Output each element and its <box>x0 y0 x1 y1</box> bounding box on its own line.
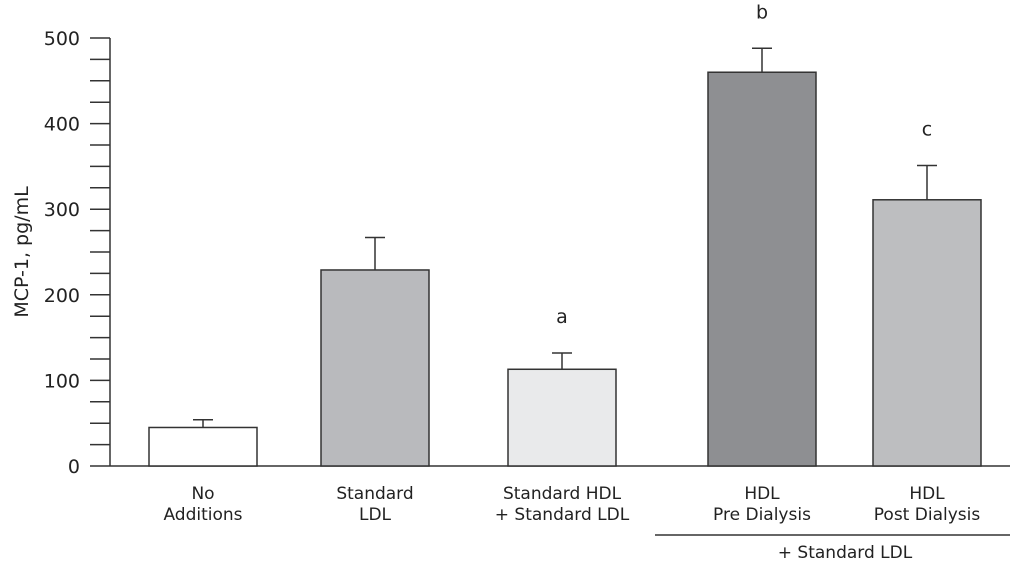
significance-label: a <box>556 306 568 328</box>
bar <box>148 426 258 467</box>
x-tick-label: Standard <box>336 484 413 504</box>
bars <box>148 47 982 467</box>
bar <box>872 199 982 467</box>
y-tick-label: 300 <box>44 199 80 221</box>
x-tick-label: LDL <box>359 505 392 525</box>
bar <box>320 269 430 467</box>
x-tick-label: Standard HDL <box>503 484 622 504</box>
x-tick-label: No <box>191 484 214 504</box>
significance-label: c <box>922 119 932 141</box>
x-tick-label: Additions <box>163 505 242 525</box>
significance-label: b <box>756 1 768 23</box>
group-label: + Standard LDL <box>778 543 913 563</box>
y-tick-label: 0 <box>68 456 80 478</box>
y-tick-label: 400 <box>44 114 80 136</box>
x-tick-label: + Standard LDL <box>495 505 630 525</box>
y-tick-label: 100 <box>44 370 80 392</box>
x-tick-label: Post Dialysis <box>874 505 981 525</box>
x-tick-label: HDL <box>744 484 780 504</box>
y-axis-title: MCP-1, pg/mL <box>11 186 33 318</box>
x-tick-label: Pre Dialysis <box>713 505 811 525</box>
y-tick-label: 200 <box>44 285 80 307</box>
y-tick-label: 500 <box>44 28 80 50</box>
bar <box>707 71 817 467</box>
x-tick-label: HDL <box>909 484 945 504</box>
bar <box>507 368 617 467</box>
axes <box>90 37 1010 536</box>
